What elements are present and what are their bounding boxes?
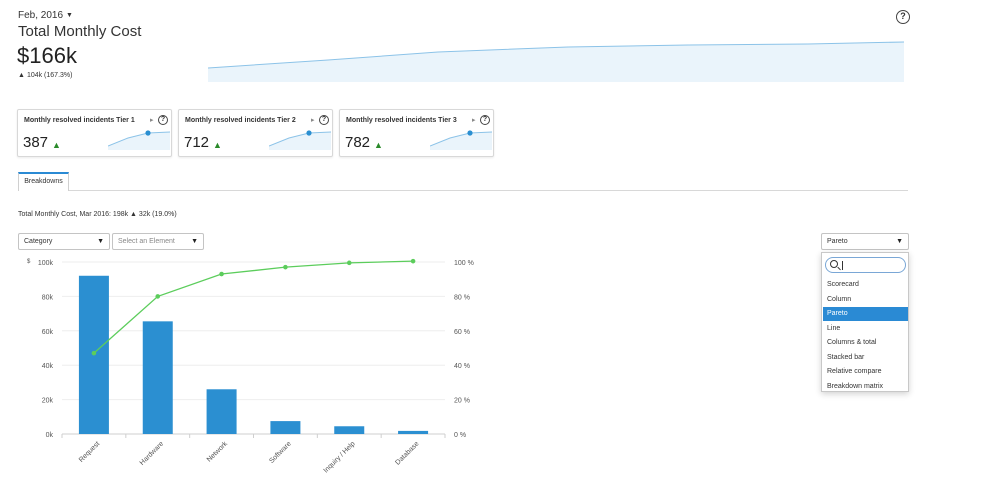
x-tick-label: Network: [206, 440, 229, 463]
cumulative-point: [155, 294, 161, 299]
x-tick-label: Database: [394, 440, 420, 466]
help-icon[interactable]: ?: [158, 115, 168, 125]
bar-software: [270, 421, 301, 434]
cumulative-point: [410, 258, 416, 264]
y-right-tick-label: 20 %: [454, 398, 470, 405]
y-left-axis-label: $: [27, 259, 31, 265]
x-tick-label: Request: [78, 440, 101, 463]
caret-down-icon: ▼: [97, 238, 104, 245]
menu-item-stacked-bar[interactable]: Stacked bar: [827, 353, 865, 361]
sparkline-area: [108, 132, 170, 150]
main-kpi-value: $166k: [17, 43, 77, 68]
main-kpi-delta-text: 104k (167.3%): [26, 72, 73, 79]
bar-inquiry-help: [334, 426, 365, 434]
bar-database: [398, 430, 429, 434]
cumulative-point: [219, 271, 224, 277]
caret-down-icon: ▼: [896, 238, 903, 245]
help-icon[interactable]: ?: [896, 10, 910, 24]
menu-item-column[interactable]: Column: [827, 295, 852, 303]
element-select-placeholder: Select an Element: [118, 238, 175, 245]
tile-tier3[interactable]: Monthly resolved incidents Tier 3 782 ▲ …: [339, 109, 494, 157]
triangle-up-icon: ▲: [374, 140, 383, 150]
tile-sparkline: [269, 130, 331, 150]
sparkline-line: [108, 131, 170, 147]
y-right-tick-label: 60 %: [454, 329, 470, 336]
search-icon: [830, 260, 838, 268]
triangle-up-icon: ▲: [52, 140, 61, 150]
chart-type-menu: Scorecard Column Pareto Line Columns & total…: [821, 252, 909, 392]
pareto-chart: 0k 20k 40k 60k 80k 100k 0 % 20 % 40 % 60 % 80 % 100…: [27, 258, 474, 475]
sparkline-point: [145, 130, 151, 136]
main-sparkline: [208, 41, 905, 82]
cumulative-point: [283, 264, 288, 270]
cumulative-point: [346, 260, 352, 266]
y-left-tick-label: 20k: [42, 398, 54, 405]
menu-item-relative-compare[interactable]: Relative compare: [827, 368, 882, 375]
sparkline-point: [467, 130, 473, 136]
caret-down-icon: ▼: [191, 238, 198, 245]
category-select-value: Category: [24, 238, 53, 245]
tab-bar: Breakdowns: [18, 172, 908, 191]
cumulative-point: [91, 350, 97, 356]
sparkline-line: [430, 131, 492, 147]
y-right-tick-label: 40 %: [454, 363, 470, 370]
tile-value: 387: [23, 134, 49, 151]
y-right-tick-label: 80 %: [454, 294, 470, 301]
main-kpi-delta: ▲ 104k (167.3%): [18, 72, 72, 79]
menu-item-breakdown-matrix[interactable]: Breakdown matrix: [827, 382, 884, 390]
chart-type-select-value: Pareto: [827, 238, 848, 245]
sparkline-area: [430, 132, 492, 150]
tile-title: Monthly resolved incidents Tier 3: [346, 117, 457, 124]
tile-value: 782: [345, 134, 371, 151]
tile-title: Monthly resolved incidents Tier 1: [24, 117, 135, 124]
element-select[interactable]: Select an Element ▼: [112, 233, 204, 250]
caret-down-icon: ▼: [66, 12, 73, 19]
help-icon[interactable]: ?: [480, 115, 490, 125]
chart-type-select[interactable]: Pareto ▼: [821, 233, 909, 250]
page-title: Total Monthly Cost: [18, 23, 142, 40]
tile-title: Monthly resolved incidents Tier 2: [185, 117, 296, 124]
y-left-tick-label: 100k: [38, 260, 54, 267]
menu-item-scorecard[interactable]: Scorecard: [827, 281, 859, 288]
text-cursor: [842, 261, 843, 270]
x-tick-label: Software: [268, 440, 293, 465]
tile-value: 712: [184, 134, 210, 151]
y-right-tick-label: 0 %: [454, 432, 466, 439]
sparkline-line: [208, 41, 905, 69]
menu-item-pareto[interactable]: Pareto: [823, 307, 908, 321]
cumulative-line: [93, 260, 414, 354]
triangle-up-icon: ▲: [213, 140, 222, 150]
sparkline-line: [269, 131, 331, 147]
y-left-tick-label: 0k: [46, 432, 54, 439]
chevron-right-icon[interactable]: ▸: [150, 117, 154, 124]
chevron-right-icon[interactable]: ▸: [311, 117, 315, 124]
triangle-up-icon: ▲: [18, 72, 25, 79]
breakdown-summary: Total Monthly Cost, Mar 2016: 198k ▲ 32k…: [18, 211, 177, 218]
y-left-tick-label: 80k: [42, 294, 54, 301]
bar-hardware: [142, 321, 173, 434]
sparkline-point: [306, 130, 312, 136]
tile-tier2[interactable]: Monthly resolved incidents Tier 2 712 ▲ …: [178, 109, 333, 157]
help-icon[interactable]: ?: [319, 115, 329, 125]
tile-sparkline: [108, 130, 170, 150]
chevron-right-icon[interactable]: ▸: [472, 117, 476, 124]
tab-breakdowns[interactable]: Breakdowns: [18, 172, 69, 191]
y-right-tick-label: 100 %: [454, 260, 474, 267]
sparkline-area: [208, 42, 904, 82]
x-tick-label: Inquiry / Help: [323, 440, 357, 474]
menu-search-input[interactable]: [825, 257, 906, 273]
menu-item-line[interactable]: Line: [827, 324, 841, 332]
y-left-tick-label: 60k: [42, 329, 54, 336]
tile-tier1[interactable]: Monthly resolved incidents Tier 1 387 ▲ …: [17, 109, 172, 157]
sparkline-area: [269, 132, 331, 150]
bar-network: [206, 389, 237, 434]
x-tick-label: Hardware: [139, 440, 165, 466]
tile-sparkline: [430, 130, 492, 150]
menu-item-columns-total[interactable]: Columns & total: [827, 339, 877, 346]
category-select[interactable]: Category ▼: [18, 233, 110, 250]
period-selector[interactable]: Feb, 2016 ▼: [18, 10, 73, 21]
y-left-tick-label: 40k: [42, 363, 54, 370]
period-label: Feb, 2016: [18, 10, 64, 21]
